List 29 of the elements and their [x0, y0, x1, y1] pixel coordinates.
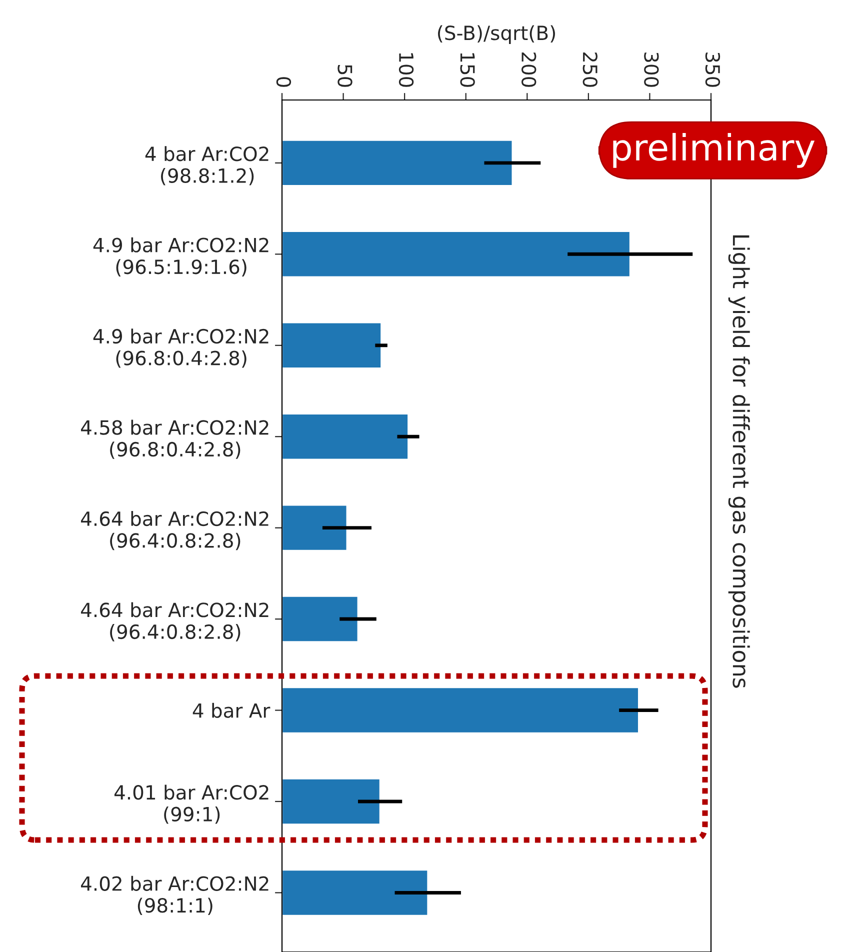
bar: [282, 504, 348, 552]
bar: [282, 778, 381, 825]
y-tick-label: 4.64 bar Ar:CO2:N2 (96.4:0.8:2.8): [81, 602, 268, 642]
bar: [282, 596, 359, 643]
y-tick-label: 4.01 bar Ar:CO2 (99:1): [114, 784, 268, 824]
x-tick-label: 150: [460, 53, 475, 87]
annotation: preliminary: [613, 132, 815, 168]
y-tick-label: 4 bar Ar: [192, 702, 270, 718]
x-tick-label: 50: [338, 64, 352, 87]
x-tick-label: 200: [522, 52, 536, 87]
y-tick-label: 4.58 bar Ar:CO2:N2 (96.8:0.4:2.8): [81, 420, 268, 459]
y-tick-label: 4.9 bar Ar:CO2:N2 (96.8:0.4:2.8): [93, 328, 268, 368]
x-tick-label: 0: [276, 77, 292, 87]
bar: [282, 686, 640, 734]
y-tick-label: 4 bar Ar:CO2 (98.8:1.2): [145, 146, 268, 186]
x-tick-label: 300: [644, 52, 659, 87]
text: Light yield for different gas compositions: [728, 235, 750, 688]
x-tick-label: 250: [582, 52, 598, 87]
bar: [282, 322, 382, 369]
bar: [282, 413, 409, 460]
x-tick-label: 100: [398, 53, 414, 87]
bar: [282, 139, 514, 186]
y-tick-label: 4.02 bar Ar:CO2:N2 (98:1:1): [81, 876, 268, 916]
y-tick-label: 4.9 bar Ar:CO2:N2 (96.5:1.9:1.6): [93, 237, 268, 276]
x-axis-title: (S-B)/sqrt(B): [438, 25, 555, 44]
y-tick-label: 4.64 bar Ar:CO2:N2 (96.4:0.8:2.8): [81, 511, 268, 550]
bar: [282, 230, 631, 278]
bar: [282, 869, 429, 916]
x-tick-label: 350: [705, 52, 720, 87]
